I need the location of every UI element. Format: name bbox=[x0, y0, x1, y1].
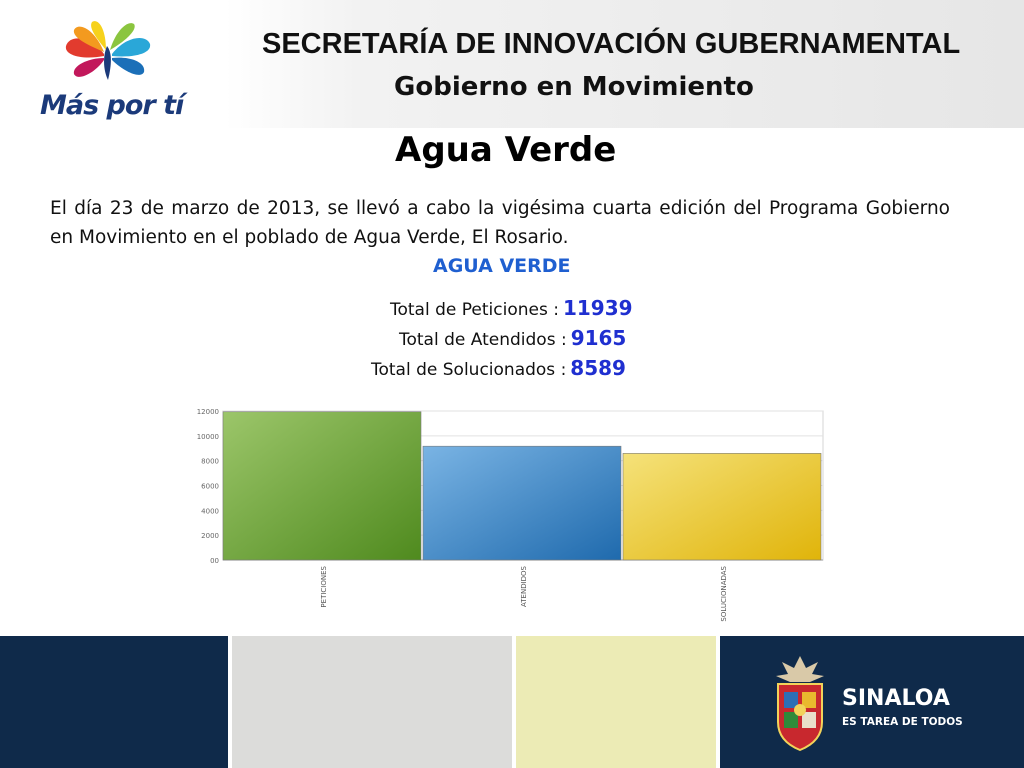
bar-solucionadas bbox=[622, 453, 822, 561]
org-title: SECRETARÍA DE INNOVACIÓN GUBERNAMENTAL bbox=[262, 28, 961, 60]
stat-peticiones: Total de Peticiones :11939 bbox=[390, 296, 633, 324]
chart-title: AGUA VERDE bbox=[433, 255, 571, 277]
stat-value: 11939 bbox=[562, 296, 633, 320]
stat-value: 8589 bbox=[570, 356, 626, 380]
stat-atendidos: Total de Atendidos :9165 bbox=[399, 326, 626, 354]
bar-atendidos bbox=[422, 445, 622, 561]
sinaloa-crest-icon bbox=[776, 656, 824, 752]
page-title: Agua Verde bbox=[395, 130, 617, 170]
y-tick-label: 12000 bbox=[197, 408, 219, 416]
x-tick-label: ATENDIDOS bbox=[520, 565, 528, 607]
x-tick-label: SOLUCIONADAS bbox=[720, 565, 728, 621]
stat-label: Total de Peticiones : bbox=[390, 300, 559, 320]
bar-chart: 00 2000 4000 6000 8000 10000 12000 PETICIONES AT… bbox=[197, 408, 824, 622]
y-tick-label: 00 bbox=[210, 557, 219, 565]
footer-block-cream bbox=[516, 636, 716, 768]
butterfly-logo-icon bbox=[65, 21, 151, 80]
logo: Más por tí bbox=[0, 0, 222, 128]
bar-peticiones bbox=[222, 411, 422, 561]
intro-paragraph: El día 23 de marzo de 2013, se llevó a c… bbox=[50, 198, 950, 248]
footer-block-gray bbox=[232, 636, 512, 768]
x-tick-label: PETICIONES bbox=[320, 565, 328, 607]
y-tick-label: 4000 bbox=[201, 507, 219, 515]
footer-slogan: ES TAREA DE TODOS bbox=[842, 716, 963, 728]
y-tick-label: 8000 bbox=[201, 458, 219, 466]
y-tick-label: 10000 bbox=[197, 433, 219, 441]
stat-solucionados: Total de Solucionados :8589 bbox=[371, 356, 626, 384]
y-tick-label: 6000 bbox=[201, 483, 219, 491]
stat-value: 9165 bbox=[570, 326, 627, 350]
y-tick-label: 2000 bbox=[201, 532, 219, 540]
stat-label: Total de Atendidos : bbox=[399, 330, 567, 350]
footer-block-brand bbox=[720, 636, 1024, 768]
org-subtitle: Gobierno en Movimiento bbox=[394, 72, 754, 102]
footer-brand: SINALOA bbox=[842, 686, 950, 711]
logo-text: Más por tí bbox=[40, 90, 184, 121]
footer-block-navy bbox=[0, 636, 228, 768]
stat-label: Total de Solucionados : bbox=[371, 360, 567, 380]
